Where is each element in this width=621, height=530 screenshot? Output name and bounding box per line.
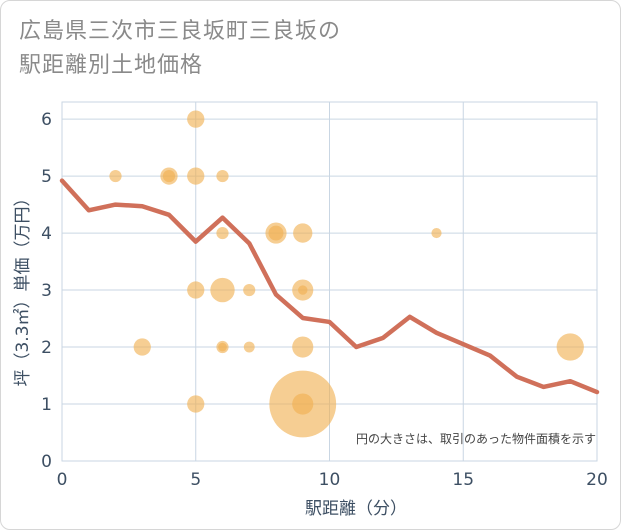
bubble-point — [243, 283, 256, 297]
bubble-size-note: 円の大きさは、取引のあった物件面積を示す — [356, 431, 596, 446]
x-tick-label: 5 — [190, 470, 201, 490]
bubble-point — [216, 226, 229, 240]
x-tick-label: 0 — [57, 470, 68, 490]
bubble-point — [292, 393, 314, 415]
bubble-point — [243, 341, 255, 353]
bubble-point — [109, 169, 122, 183]
bubble-point — [187, 110, 205, 128]
bubble-point — [298, 285, 308, 295]
bubble-point — [431, 227, 442, 239]
bubble-series — [109, 110, 584, 438]
x-tick-label: 10 — [319, 470, 341, 490]
bubble-point — [216, 169, 229, 183]
bubble-point — [187, 281, 205, 299]
y-tick-label: 4 — [41, 224, 52, 244]
x-tick-label: 20 — [586, 470, 608, 490]
bubble-point — [292, 336, 314, 358]
trend-line — [59, 178, 600, 395]
bubble-point — [268, 225, 284, 241]
x-axis-title: 駅距離（分） — [305, 499, 407, 519]
bubble-point — [187, 167, 205, 185]
bubble-point — [162, 169, 176, 183]
y-tick-label: 2 — [41, 338, 52, 358]
bubble-point — [187, 395, 205, 413]
y-tick-label: 5 — [41, 167, 52, 187]
bubble-point — [556, 333, 584, 361]
y-tick-label: 0 — [41, 452, 52, 472]
bubble-point — [293, 223, 313, 243]
bubble-point — [218, 342, 227, 352]
y-axis-title: 坪（3.3㎡）単価（万円） — [13, 189, 33, 386]
y-tick-label: 3 — [41, 281, 52, 301]
x-tick-label: 15 — [452, 470, 474, 490]
y-tick-label: 1 — [41, 395, 52, 415]
y-tick-label: 6 — [41, 110, 52, 130]
bubble-point — [210, 277, 235, 303]
tick-labels: 0 5 10 15 20 0 1 2 3 4 5 6 — [41, 110, 608, 490]
chart-title-line-1: 広島県三次市三良坂町三良坂の — [19, 19, 342, 44]
chart-title-line-2: 駅距離別土地価格 — [19, 53, 204, 78]
bubble-point — [133, 338, 151, 356]
chart-title: 広島県三次市三良坂町三良坂の 駅距離別土地価格 — [19, 15, 341, 83]
trend-line-series — [59, 178, 600, 395]
